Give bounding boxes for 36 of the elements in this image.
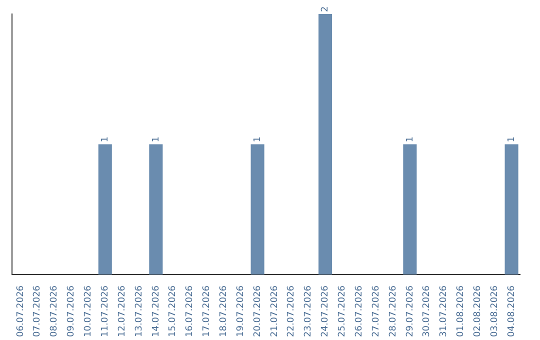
x-tick-label: 15.07.2026 bbox=[168, 285, 178, 337]
x-tick-label: 13.07.2026 bbox=[134, 285, 144, 337]
x-tick-label: 21.07.2026 bbox=[270, 285, 280, 337]
x-tick-label: 06.07.2026 bbox=[16, 285, 26, 337]
data-label: 1 bbox=[252, 136, 263, 142]
x-tick-label: 11.07.2026 bbox=[100, 285, 110, 337]
x-tick-label: 26.07.2026 bbox=[354, 285, 364, 337]
data-label: 1 bbox=[405, 136, 416, 142]
x-tick-label: 14.07.2026 bbox=[151, 285, 162, 337]
x-tick-label: 31.07.2026 bbox=[439, 285, 450, 337]
data-label: 1 bbox=[151, 136, 162, 142]
x-tick-label: 12.07.2026 bbox=[117, 285, 128, 337]
x-tick-label: 18.07.2026 bbox=[219, 285, 230, 337]
data-label: 2 bbox=[320, 6, 331, 12]
x-tick-label: 25.07.2026 bbox=[338, 285, 348, 337]
x-tick-label: 19.07.2026 bbox=[236, 285, 246, 337]
x-tick-label: 01.08.2026 bbox=[456, 285, 466, 337]
x-tick-label: 04.08.2026 bbox=[506, 285, 517, 337]
x-tick-label: 10.07.2026 bbox=[84, 285, 94, 337]
data-label: 1 bbox=[506, 136, 517, 142]
x-tick-label: 16.07.2026 bbox=[185, 285, 196, 337]
x-tick-label: 08.07.2026 bbox=[50, 285, 60, 337]
x-tick-label: 23.07.2026 bbox=[304, 285, 314, 337]
x-tick-label: 22.07.2026 bbox=[286, 285, 297, 337]
x-tick-label: 03.08.2026 bbox=[490, 285, 500, 337]
x-tick-label: 24.07.2026 bbox=[320, 285, 331, 337]
x-tick-label: 28.07.2026 bbox=[388, 285, 398, 337]
x-tick-label: 09.07.2026 bbox=[66, 285, 77, 337]
x-tick-label: 07.07.2026 bbox=[32, 285, 43, 337]
x-tick-label: 02.08.2026 bbox=[473, 285, 484, 337]
x-tick-label: 20.07.2026 bbox=[252, 285, 263, 337]
x-tick-label: 17.07.2026 bbox=[202, 285, 212, 337]
x-tick-label: 30.07.2026 bbox=[422, 285, 432, 337]
x-tick-label: 27.07.2026 bbox=[371, 285, 382, 337]
x-tick-label: 29.07.2026 bbox=[405, 285, 416, 337]
data-label: 1 bbox=[100, 136, 110, 142]
